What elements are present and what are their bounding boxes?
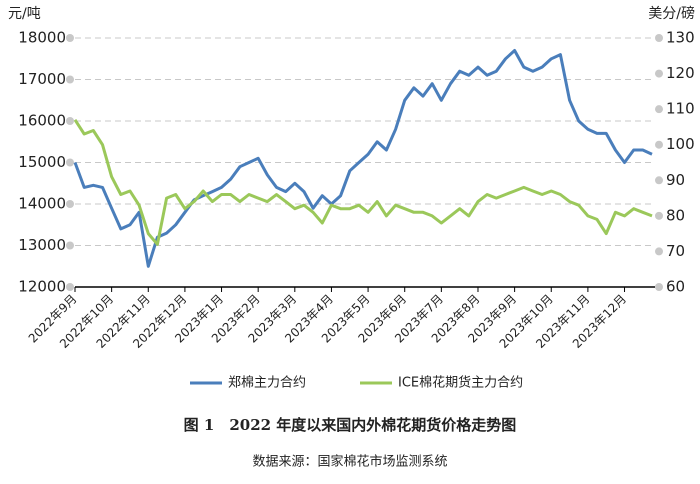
y2-tick bbox=[655, 140, 663, 149]
legend-label: 郑棉主力合约 bbox=[228, 376, 306, 391]
y2-tick-label: 70 bbox=[666, 242, 685, 260]
y-tick-label: 16000 bbox=[18, 112, 66, 130]
y-tick bbox=[66, 75, 74, 84]
y2-tick-label: 60 bbox=[666, 278, 685, 296]
y2-tick-label: 90 bbox=[666, 171, 685, 189]
series-line bbox=[73, 49, 653, 268]
y-tick-label: 18000 bbox=[18, 29, 66, 47]
y-tick bbox=[66, 200, 74, 208]
y-unit: 元/吨 bbox=[8, 6, 41, 22]
y-tick-label: 15000 bbox=[18, 153, 66, 171]
y2-tick-label: 80 bbox=[666, 206, 685, 224]
y-tick-label: 17000 bbox=[18, 70, 66, 88]
y2-tick-label: 110 bbox=[666, 100, 695, 118]
series-line bbox=[73, 118, 653, 246]
legend-label: ICE棉花期货主力合约 bbox=[398, 375, 523, 391]
y2-tick-label: 100 bbox=[666, 135, 695, 153]
y-tick bbox=[66, 34, 74, 42]
y-tick-label: 13000 bbox=[18, 236, 66, 254]
y2-tick bbox=[655, 211, 663, 220]
y2-tick-label: 130 bbox=[666, 29, 695, 47]
y-tick bbox=[66, 158, 74, 167]
y-tick-label: 14000 bbox=[18, 195, 66, 213]
y2-tick bbox=[655, 105, 663, 114]
y2-tick bbox=[655, 34, 663, 42]
y2-tick bbox=[655, 247, 663, 256]
source: 数据来源：国家棉花市场监测系统 bbox=[252, 454, 447, 470]
y-tick bbox=[66, 117, 74, 125]
y-tick bbox=[66, 241, 74, 250]
y-tick bbox=[66, 283, 74, 291]
y2-unit: 美分/磅 bbox=[648, 5, 695, 22]
y2-tick bbox=[655, 283, 663, 291]
chart-title: 图 1 2022 年度以来国内外棉花期货价格走势图 bbox=[184, 416, 517, 434]
y2-tick bbox=[655, 69, 663, 78]
y2-tick-label: 120 bbox=[666, 64, 695, 82]
y2-tick bbox=[655, 176, 663, 185]
y-tick-label: 12000 bbox=[18, 278, 66, 296]
